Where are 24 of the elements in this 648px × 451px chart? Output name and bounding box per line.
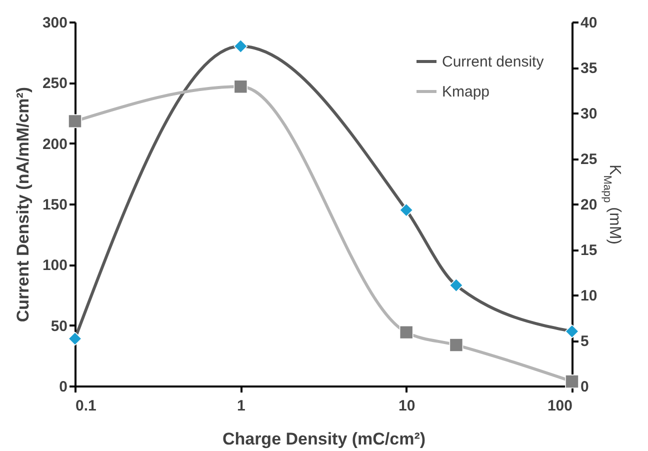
y2-tick-label: 0 [580,378,589,396]
y2-tick-label: 10 [580,288,598,304]
y-tick-label: 150 [42,196,68,214]
y2-tick-label: 30 [580,106,598,122]
x-tick-label: 10 [398,398,416,414]
x-tick-label: 1 [236,398,246,414]
y-tick-label: 50 [50,318,68,335]
y-tick-label: 100 [42,257,68,274]
legend-label: Kmapp [442,84,490,100]
y2-tick-label: 15 [580,242,598,259]
x-tick-label: 0.1 [76,398,96,414]
y2-tick-label: 20 [580,196,598,214]
y2-tick-label: 5 [580,333,589,350]
y2-tick-label: 40 [580,14,598,32]
y-tick-label: 300 [42,14,68,32]
y2-tick-label: 25 [580,151,598,168]
legend-label: Current density [442,54,544,70]
y2-tick-label: 35 [580,60,598,77]
y-tick-label: 250 [42,75,68,92]
y-tick-label: 200 [42,136,68,153]
y-axis-title: Current Density (nA/mM/cm²) [13,86,32,322]
x-tick-label: 100 [547,398,572,414]
x-axis-title: Charge Density (mC/cm²) [222,430,426,448]
y-tick-label: 0 [59,378,68,396]
